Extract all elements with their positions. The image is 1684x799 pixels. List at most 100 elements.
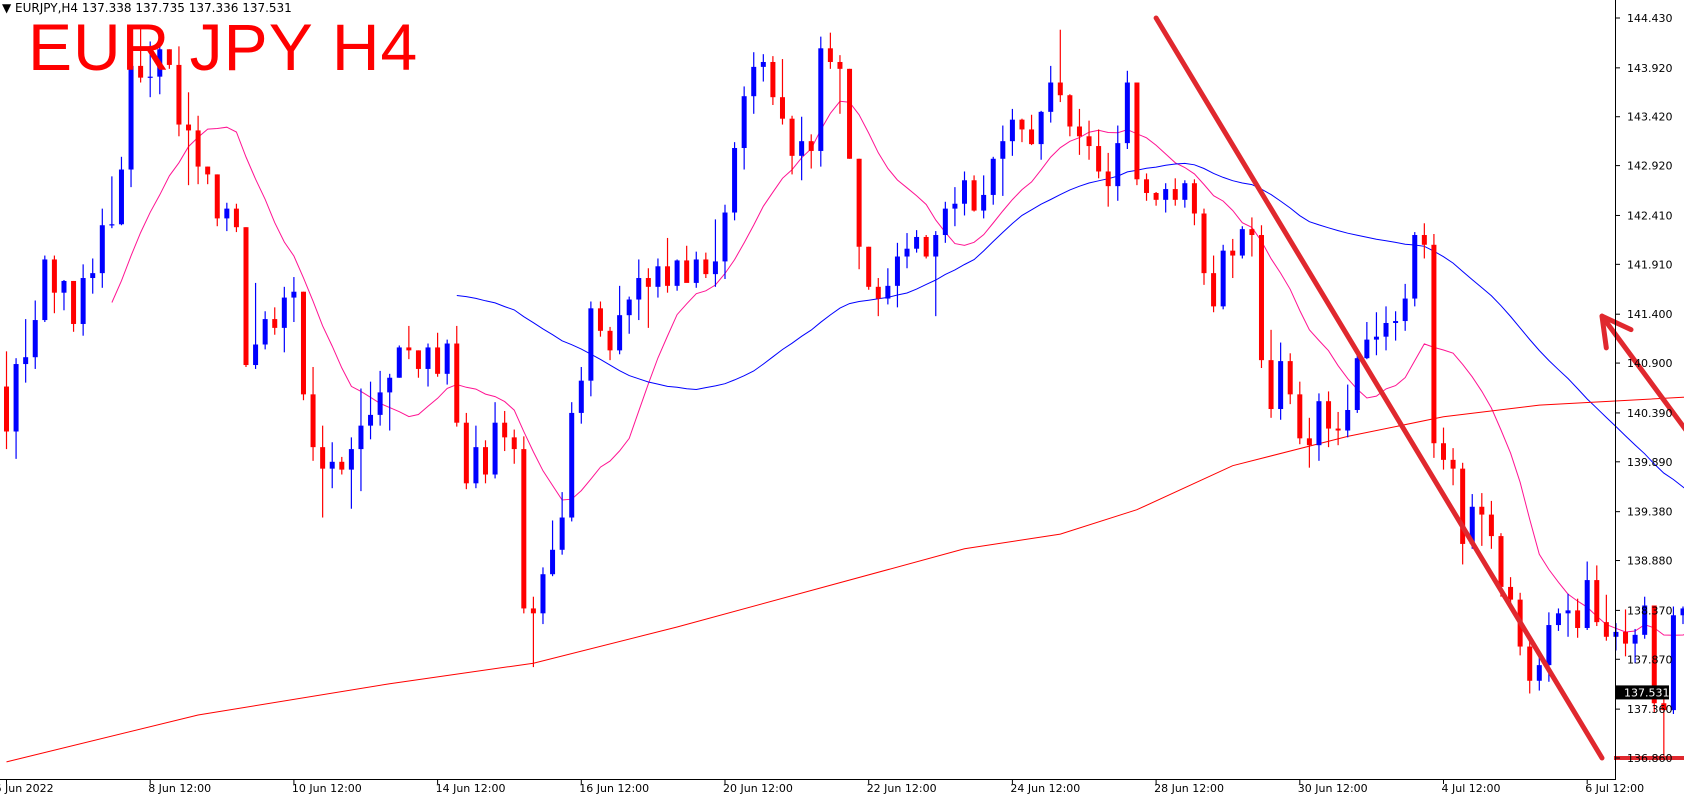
medium-moving-average-line <box>456 162 1684 489</box>
candle <box>1412 232 1418 307</box>
candle <box>712 219 718 287</box>
candle-body <box>415 350 421 369</box>
candle-body <box>1421 235 1427 245</box>
candle-body <box>578 380 584 413</box>
time-tick-label: 20 Jun 12:00 <box>723 782 793 795</box>
fast-moving-average-line <box>111 100 1684 636</box>
candle-body <box>885 285 891 299</box>
candle-body <box>760 61 766 67</box>
candle-body <box>1565 610 1571 614</box>
candle-body <box>186 124 192 131</box>
candle-body <box>272 319 278 328</box>
candle <box>904 233 910 269</box>
candle <box>444 339 450 385</box>
price-tick-label: 140.900 <box>1627 357 1673 370</box>
candle <box>1603 594 1609 641</box>
price-tick-label: 143.920 <box>1627 62 1673 75</box>
candle <box>1048 65 1054 123</box>
candle-body <box>1508 586 1514 600</box>
candle-body <box>875 286 881 299</box>
candle <box>157 41 163 95</box>
candle <box>1249 217 1255 257</box>
candle <box>1220 244 1226 310</box>
candle <box>1019 118 1025 143</box>
candle-body <box>847 68 853 159</box>
candle-body <box>1498 536 1504 587</box>
candle-body <box>933 235 939 257</box>
candle <box>463 412 469 490</box>
candle-body <box>655 266 661 287</box>
candle-body <box>109 224 115 226</box>
candle-body <box>1326 401 1332 429</box>
candle-body <box>166 49 172 65</box>
price-tick-label: 139.890 <box>1627 456 1673 469</box>
time-axis: 6 Jun 2022 8 Jun 12:00 10 Jun 12:00 14 Jun … <box>0 779 1644 795</box>
candle <box>1488 500 1494 549</box>
price-tick-label: 137.870 <box>1627 653 1673 666</box>
candle-body <box>617 315 623 351</box>
candle <box>569 402 575 522</box>
candle-body <box>1364 339 1370 359</box>
candle-body <box>1182 183 1188 200</box>
candle-body <box>722 212 728 262</box>
candle-body <box>224 208 230 219</box>
candle-body <box>1661 703 1667 711</box>
candle <box>435 332 441 377</box>
candle <box>1105 152 1111 207</box>
candle <box>971 175 977 212</box>
candle <box>32 300 38 369</box>
candle <box>693 251 699 288</box>
candle <box>320 425 326 518</box>
candle <box>71 280 77 332</box>
candle <box>1479 493 1485 546</box>
candle <box>607 326 613 361</box>
candle <box>856 158 862 270</box>
candle-body <box>502 422 508 438</box>
candle <box>1623 609 1629 657</box>
candle <box>1632 628 1638 664</box>
candle-body <box>425 347 431 369</box>
candle <box>4 351 9 450</box>
candle-body <box>1412 235 1418 299</box>
candle-body <box>1584 580 1590 628</box>
candle-body <box>597 308 603 331</box>
candle-body <box>626 299 632 316</box>
candle <box>109 176 115 229</box>
candle-body <box>1268 360 1274 410</box>
candle-body <box>837 61 843 69</box>
price-tick-label: 141.910 <box>1627 258 1673 271</box>
candle <box>99 208 105 288</box>
candle <box>23 319 29 383</box>
candle <box>559 492 565 555</box>
candle-body <box>118 169 124 225</box>
candle <box>147 41 153 98</box>
candle-body <box>320 447 326 469</box>
candle-body <box>1258 235 1264 361</box>
candle <box>1393 311 1399 341</box>
candle-body <box>1354 358 1360 410</box>
candle <box>751 52 757 114</box>
candle <box>502 410 508 452</box>
price-tick-label: 142.410 <box>1627 209 1673 222</box>
candle-body <box>1000 141 1006 159</box>
candle-body <box>1249 229 1255 236</box>
candle <box>454 325 460 427</box>
candle-body <box>1670 615 1676 711</box>
candle <box>741 86 747 170</box>
descending-trendline[interactable] <box>1153 15 1605 761</box>
candle-body <box>310 394 316 448</box>
bullish-projection-arrow[interactable] <box>1599 313 1684 736</box>
candle-body <box>1469 506 1475 544</box>
candle-body <box>1057 82 1063 96</box>
candle-body <box>569 412 575 518</box>
candle <box>655 258 661 298</box>
candle-body <box>1029 129 1035 145</box>
candle-body <box>1546 625 1552 666</box>
candle-body <box>904 248 910 257</box>
candle <box>80 264 86 336</box>
price-tick-label: 141.400 <box>1627 308 1673 321</box>
candle <box>1038 110 1044 160</box>
candle <box>808 134 814 169</box>
candle <box>281 286 287 353</box>
